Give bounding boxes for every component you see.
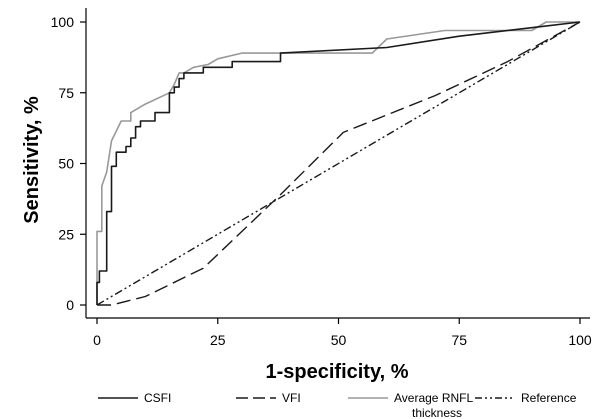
series-layer [96,21,581,306]
x-tick-label: 0 [93,332,101,348]
legend-label: Average RNFL [394,391,473,405]
ticks: 0 25 50 75 100 0 25 50 75 100 [51,14,592,348]
y-tick-label: 0 [66,297,74,313]
x-tick-label: 75 [451,332,467,348]
legend-label: VFI [282,391,301,405]
x-axis-title: 1-specificity, % [265,361,408,383]
x-tick-label: 50 [331,332,347,348]
x-tick-label: 100 [568,332,592,348]
series-line-csfi [96,21,581,305]
series-line-reference [96,21,581,306]
y-tick-label: 75 [58,85,74,101]
legend-item: Reference [475,391,577,405]
x-tick-label: 25 [210,332,226,348]
y-tick-label: 25 [58,226,74,242]
legend-item: VFI [236,391,301,405]
legend-label: Reference [521,391,577,405]
series-line-vfi [97,21,581,306]
y-tick-label: 100 [51,14,75,30]
legend-label-line2: thickness [412,406,462,419]
legend-item: CSFI [98,391,171,405]
y-tick-label: 50 [58,156,74,172]
legend-label: CSFI [144,391,171,405]
series-line-average-rnfl-thickness [96,21,580,305]
y-axis-title: Sensitivity, % [21,96,43,224]
